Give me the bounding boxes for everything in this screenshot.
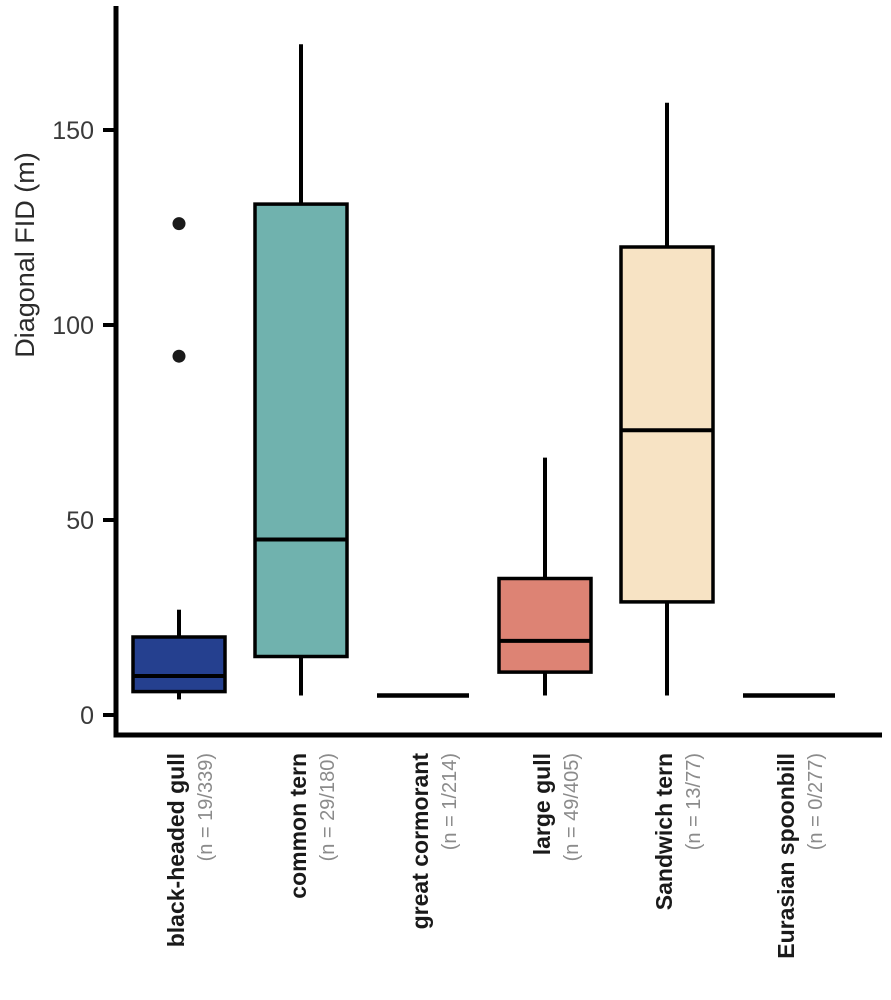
x-category-n-label-black-headed-gull: (n = 19/339) [195, 753, 217, 861]
x-category-label-great-cormorant: great cormorant [407, 753, 433, 930]
iqr-box [497, 576, 593, 674]
y-tick-label: 50 [66, 507, 94, 535]
boxplot-black-headed-gull [131, 217, 227, 700]
iqr-box [253, 202, 349, 659]
boxplot-sandwich-tern [619, 102, 715, 696]
x-category-n-label-great-cormorant: (n = 1/214) [439, 753, 461, 850]
x-category-n-label-sandwich-tern: (n = 13/77) [683, 753, 705, 850]
x-category-n-label-large-gull: (n = 49/405) [561, 753, 583, 861]
iqr-box [619, 245, 715, 604]
x-category-n-label-eurasian-spoonbill: (n = 0/277) [805, 753, 827, 850]
x-category-label-black-headed-gull: black-headed gull [163, 753, 189, 947]
y-tick-label: 100 [52, 312, 94, 340]
iqr-box [131, 635, 227, 694]
axes: 0 50 100 150 [52, 6, 882, 738]
boxplot-common-tern [253, 44, 349, 696]
outlier-point [172, 217, 186, 231]
x-category-n-label-common-tern: (n = 29/180) [317, 753, 339, 861]
boxplot-large-gull [497, 457, 593, 696]
x-category-label-eurasian-spoonbill: Eurasian spoonbill [773, 753, 799, 959]
x-category-label-common-tern: common tern [285, 753, 311, 899]
outlier-point [172, 349, 186, 363]
boxplot-series [131, 44, 835, 700]
y-axis-label: Diagonal FID (m) [10, 152, 40, 358]
y-tick-label: 150 [52, 117, 94, 145]
x-category-label-large-gull: large gull [529, 753, 555, 855]
x-category-label-sandwich-tern: Sandwich tern [651, 753, 677, 910]
x-axis-labels: black-headed gull (n = 19/339) common tern… [163, 753, 827, 959]
y-tick-label: 0 [80, 702, 94, 730]
